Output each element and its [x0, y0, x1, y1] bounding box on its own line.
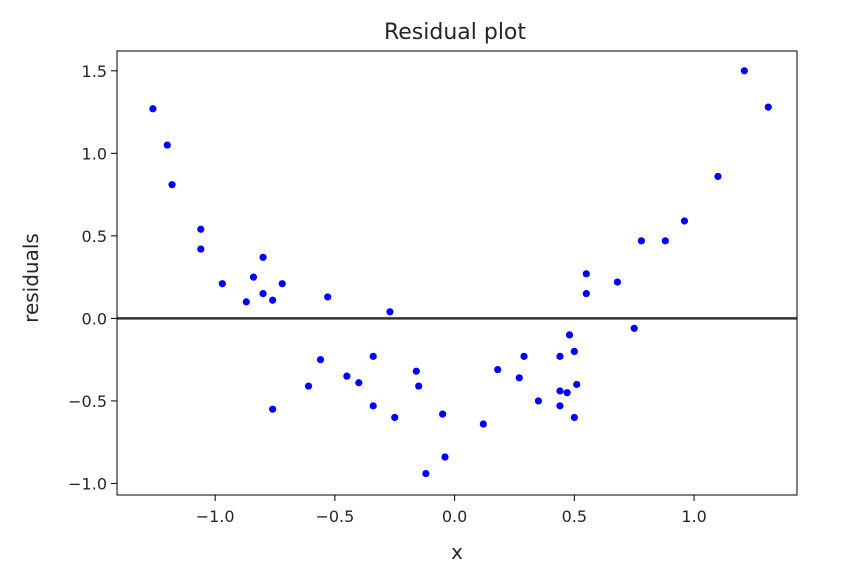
data-point	[637, 237, 645, 245]
chart-title: Residual plot	[384, 20, 526, 45]
x-tick-label: −0.5	[315, 507, 354, 526]
x-tick-label: 0.5	[562, 507, 587, 526]
data-point	[570, 347, 578, 356]
data-point	[582, 290, 590, 298]
data-point	[355, 379, 363, 387]
data-point	[369, 352, 377, 360]
data-point	[441, 453, 449, 461]
data-point	[479, 420, 487, 428]
y-tick-label: 1.0	[82, 144, 107, 163]
data-point	[163, 141, 171, 149]
data-point	[269, 405, 277, 413]
data-point	[278, 280, 286, 288]
plot-area	[117, 67, 797, 478]
data-point	[149, 105, 157, 113]
x-axis-label: x	[451, 540, 463, 564]
x-tick-label: −1.0	[196, 507, 235, 526]
data-point	[386, 308, 394, 316]
data-point	[324, 293, 332, 301]
x-tick-label: 0.0	[442, 507, 467, 526]
data-point	[197, 245, 205, 253]
data-point	[259, 253, 267, 261]
data-point	[582, 270, 590, 278]
data-point	[168, 181, 176, 189]
data-point	[565, 331, 574, 339]
data-point	[249, 273, 258, 281]
y-axis: −1.0 −0.5 0.0 0.5 1.0 1.5	[68, 62, 117, 493]
data-point	[573, 380, 581, 389]
data-point	[439, 410, 447, 418]
data-point	[304, 382, 313, 390]
data-point	[218, 280, 226, 288]
data-point	[369, 402, 377, 410]
data-point	[714, 172, 722, 181]
data-point	[422, 469, 430, 478]
data-point	[661, 237, 669, 245]
data-point	[613, 278, 622, 286]
data-point	[556, 352, 564, 360]
data-point	[197, 225, 205, 233]
data-point	[316, 356, 325, 364]
data-point	[412, 367, 420, 375]
y-tick-label: 0.0	[82, 309, 107, 328]
data-point	[740, 67, 748, 75]
data-point	[515, 374, 523, 382]
data-point	[391, 413, 399, 422]
x-axis: −1.0 −0.5 0.0 0.5 1.0	[196, 495, 707, 526]
data-point	[242, 298, 250, 306]
y-tick-label: 0.5	[82, 227, 107, 246]
data-point	[556, 387, 564, 395]
data-point	[563, 389, 571, 397]
y-axis-label: residuals	[19, 233, 43, 323]
plot-frame	[116, 50, 798, 496]
data-point	[494, 365, 502, 374]
data-point	[534, 397, 543, 405]
data-point	[764, 103, 772, 111]
y-tick-label: −1.0	[68, 474, 107, 493]
data-point	[520, 352, 528, 360]
data-point	[556, 402, 564, 410]
data-point	[415, 382, 423, 390]
y-tick-label: −0.5	[68, 392, 107, 411]
data-point	[343, 372, 351, 380]
y-tick-label: 1.5	[82, 62, 107, 81]
data-point	[269, 296, 277, 304]
x-tick-label: 1.0	[681, 507, 706, 526]
data-point	[680, 217, 689, 225]
data-point	[630, 324, 638, 332]
data-point	[259, 290, 267, 298]
data-point	[570, 413, 578, 422]
